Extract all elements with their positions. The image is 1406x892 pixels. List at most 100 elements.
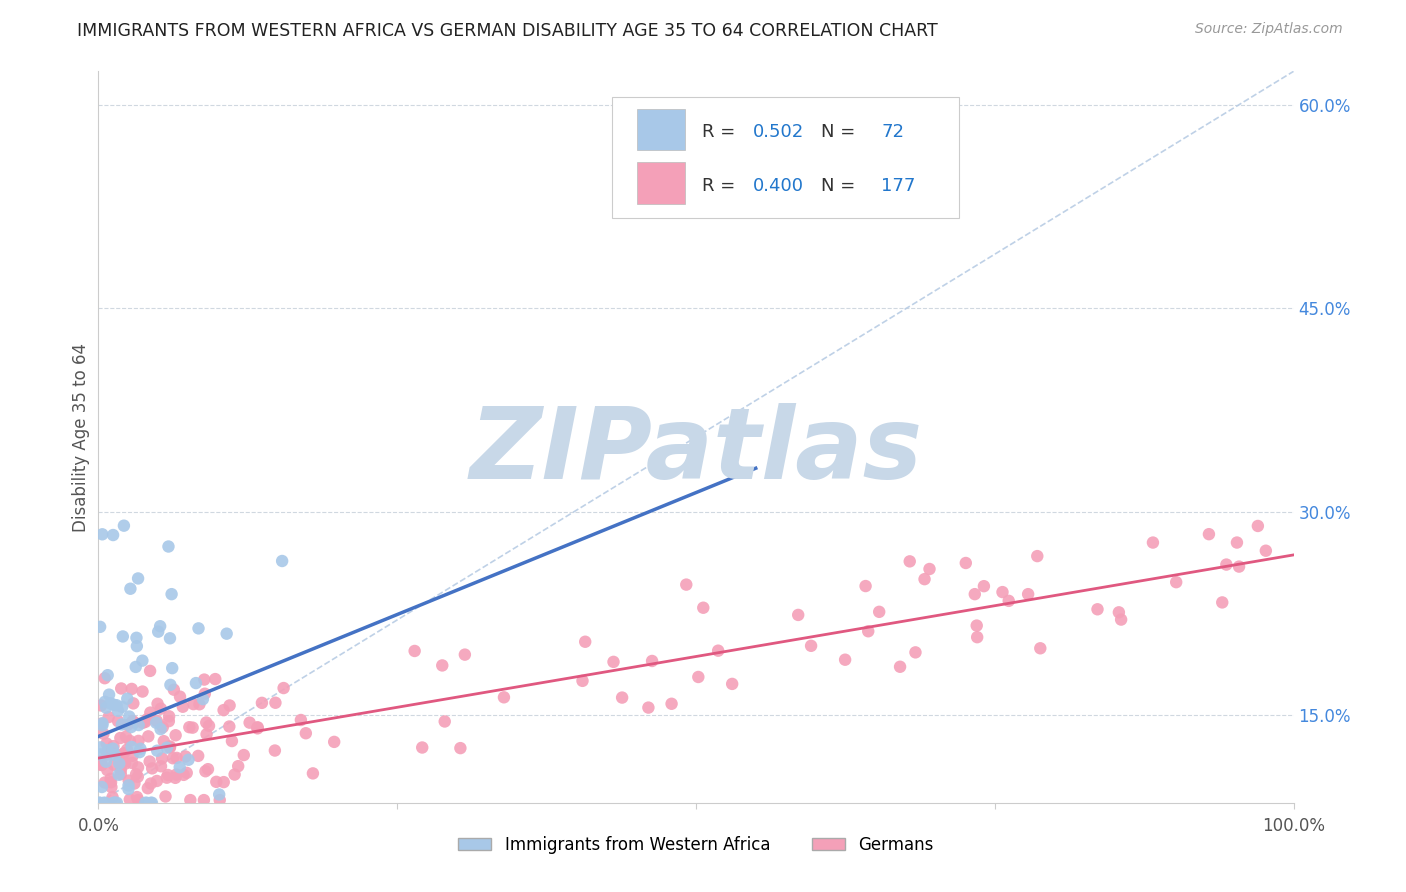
FancyBboxPatch shape	[637, 162, 685, 203]
Point	[574, 634, 596, 648]
Point	[128, 745, 150, 759]
Text: 177: 177	[882, 178, 915, 195]
Point	[93, 796, 115, 810]
Point	[610, 690, 633, 705]
Point	[108, 748, 131, 763]
Point	[918, 562, 941, 576]
Point	[246, 720, 269, 734]
Point	[121, 681, 143, 696]
Point	[188, 698, 211, 712]
Point	[195, 715, 218, 730]
Point	[124, 776, 146, 790]
Point	[100, 745, 122, 759]
Point	[121, 739, 143, 754]
Point	[107, 768, 129, 782]
Point	[97, 668, 120, 682]
Point	[105, 698, 128, 713]
Point	[131, 654, 153, 668]
Point	[264, 743, 287, 757]
Text: R =: R =	[702, 178, 735, 195]
Point	[323, 735, 346, 749]
Point	[973, 579, 995, 593]
Point	[125, 790, 148, 805]
Point	[1227, 559, 1250, 574]
Point	[157, 714, 180, 728]
Point	[221, 734, 243, 748]
Point	[239, 715, 262, 730]
Point	[94, 755, 117, 769]
Point	[110, 681, 132, 696]
Point	[152, 720, 174, 734]
Point	[834, 653, 856, 667]
Point	[187, 748, 209, 763]
Point	[97, 743, 120, 757]
Point	[165, 767, 187, 781]
Text: N =: N =	[821, 123, 856, 141]
Point	[96, 747, 118, 762]
Point	[125, 631, 148, 645]
Point	[602, 655, 624, 669]
Point	[159, 678, 181, 692]
Point	[120, 720, 142, 734]
Point	[1247, 519, 1270, 533]
Point	[118, 734, 141, 748]
Point	[492, 690, 515, 705]
Point	[991, 585, 1014, 599]
Point	[212, 775, 235, 789]
Point	[955, 556, 977, 570]
Point	[271, 554, 294, 568]
Point	[132, 715, 155, 730]
Point	[302, 766, 325, 780]
Point	[149, 619, 172, 633]
Point	[91, 527, 114, 541]
Point	[122, 697, 145, 711]
Point	[433, 714, 456, 729]
Point	[169, 760, 191, 774]
Point	[101, 790, 124, 805]
Point	[218, 719, 240, 733]
Point	[93, 727, 115, 741]
Point	[131, 684, 153, 698]
Point	[91, 718, 114, 732]
Point	[90, 698, 112, 713]
Point	[787, 607, 810, 622]
Point	[197, 762, 219, 776]
Point	[108, 756, 131, 770]
Point	[89, 620, 111, 634]
Point	[103, 739, 125, 753]
Point	[111, 717, 134, 731]
Point	[91, 757, 114, 772]
Point	[218, 698, 240, 713]
Point	[146, 714, 169, 728]
Point	[148, 624, 170, 639]
Point	[112, 756, 135, 770]
Point	[111, 630, 134, 644]
Point	[118, 773, 141, 788]
Point	[191, 692, 214, 706]
Point	[134, 714, 156, 729]
Point	[432, 658, 454, 673]
Point	[104, 796, 127, 810]
Point	[1215, 558, 1237, 572]
Point	[204, 672, 226, 686]
Point	[163, 682, 186, 697]
Point	[193, 793, 215, 807]
Point	[966, 630, 988, 644]
Point	[1211, 595, 1233, 609]
Point	[117, 691, 139, 706]
Point	[855, 579, 877, 593]
Point	[112, 746, 135, 760]
Point	[117, 718, 139, 732]
Point	[100, 697, 122, 711]
Point	[134, 796, 156, 810]
Point	[94, 796, 117, 810]
Point	[93, 671, 115, 685]
Point	[165, 728, 187, 742]
Point	[688, 670, 710, 684]
Point	[721, 677, 744, 691]
Point	[195, 727, 218, 741]
Point	[98, 688, 121, 702]
Point	[1026, 549, 1049, 563]
Point	[641, 654, 664, 668]
Point	[90, 758, 112, 772]
